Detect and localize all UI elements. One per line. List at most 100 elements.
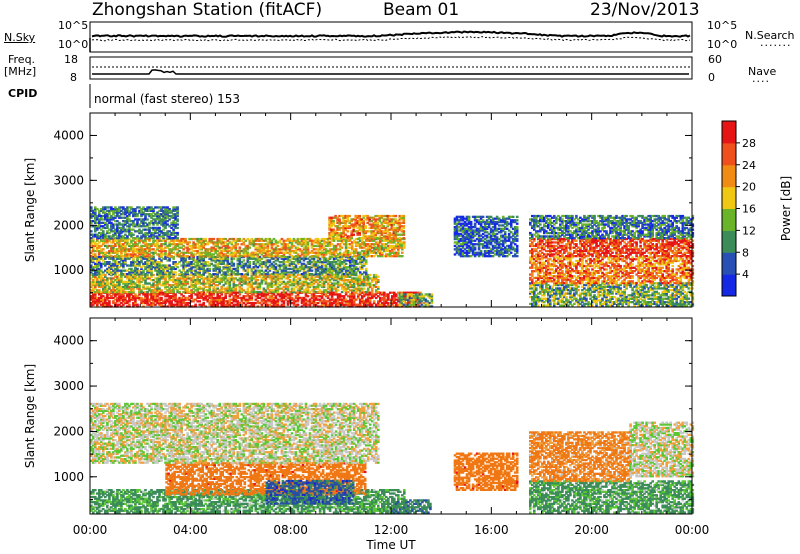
heatmap-cell [122,280,125,283]
heatmap-cell [242,301,246,305]
heatmap-cell [350,298,354,301]
heatmap-cell [304,295,308,298]
heatmap-cell [226,300,230,303]
heatmap-cell [152,290,155,294]
heatmap-cell [246,295,250,298]
heatmap-cell [264,300,268,303]
heatmap-cell [292,300,296,303]
heatmap-cell [104,298,107,301]
heatmap-cell [358,301,362,305]
heatmap-cell [366,298,370,301]
heatmap-cell [332,298,336,301]
heatmap-cell [132,295,135,298]
heatmap-cell [176,285,179,289]
heatmap-cell [178,296,181,300]
heatmap-cell [190,284,193,287]
heatmap-cell [146,298,149,301]
heatmap-cell [108,296,111,300]
heatmap-cell [128,300,131,303]
heatmap-cell [122,287,125,290]
heatmap-cell [266,291,270,294]
heatmap-cell [210,305,213,308]
heatmap-cell [94,293,97,296]
heatmap-cell [258,290,262,294]
heatmap-cell [142,287,145,290]
heatmap-cell [336,298,340,301]
heatmap-cell [174,271,177,274]
heatmap-cell [188,295,191,298]
heatmap-cell [276,305,280,308]
heatmap-cell [272,301,276,305]
heatmap-cell [258,296,262,300]
heatmap-cell [152,295,155,298]
heatmap-cell [118,282,121,285]
heatmap-cell [138,282,141,285]
heatmap-cell [120,293,123,296]
heatmap-cell [232,305,236,308]
heatmap-cell [228,298,232,301]
heatmap-cell [342,295,346,298]
heatmap-cell [130,289,133,292]
heatmap-cell [182,277,185,280]
heatmap-cell [208,293,211,296]
heatmap-cell [98,301,101,305]
heatmap-cell [128,277,131,280]
heatmap-cell [322,303,326,306]
heatmap-cell [180,285,183,289]
heatmap-cell [180,282,183,285]
heatmap-cell [190,289,193,292]
heatmap-cell [232,296,236,300]
heatmap-cell [212,237,215,241]
heatmap-cell [192,284,195,287]
heatmap-cell [128,293,131,296]
heatmap-cell [148,287,151,290]
heatmap-cell [258,293,262,296]
heatmap-cell [178,280,181,283]
heatmap-cell [320,305,324,308]
heatmap-cell [222,301,225,305]
heatmap-cell [134,300,137,303]
heatmap-cell [110,305,113,308]
heatmap-cell [186,280,189,283]
heatmap-cell [200,303,203,306]
heatmap-cell [186,291,189,294]
heatmap-cell [114,279,117,282]
heatmap-cell [348,293,352,296]
heatmap-cell [340,300,344,303]
heatmap-cell [108,305,111,308]
heatmap-cell [360,298,364,301]
heatmap-cell [158,301,161,305]
heatmap-cell [324,303,328,306]
heatmap-cell [348,295,352,298]
heatmap-cell [188,305,191,308]
heatmap-cell [288,300,292,303]
heatmap-cell [196,300,199,303]
heatmap-cell [324,301,328,305]
heatmap-cell [182,275,185,278]
heatmap-cell [90,285,93,289]
heatmap-cell [234,293,238,296]
heatmap-cell [381,303,384,306]
heatmap-cell [98,285,101,289]
heatmap-cell [368,273,372,277]
heatmap-cell [170,275,173,278]
heatmap-cell [298,296,302,300]
heatmap-cell [132,301,135,305]
heatmap-cell [385,293,388,296]
heatmap-cell [240,300,244,303]
heatmap-cell [324,300,328,303]
heatmap-cell [362,300,366,303]
heatmap-cell [102,280,105,283]
heatmap-cell [170,296,173,300]
heatmap-cell [158,293,161,296]
heatmap-cell [180,296,183,300]
heatmap-cell [118,295,121,298]
heatmap-cell [122,298,125,301]
heatmap-cell [348,300,352,303]
heatmap-cell [208,273,211,276]
heatmap-cell [146,275,149,278]
heatmap-cell [108,287,111,290]
heatmap-cell [264,295,268,298]
heatmap-cell [302,301,306,305]
heatmap-cell [158,275,161,278]
